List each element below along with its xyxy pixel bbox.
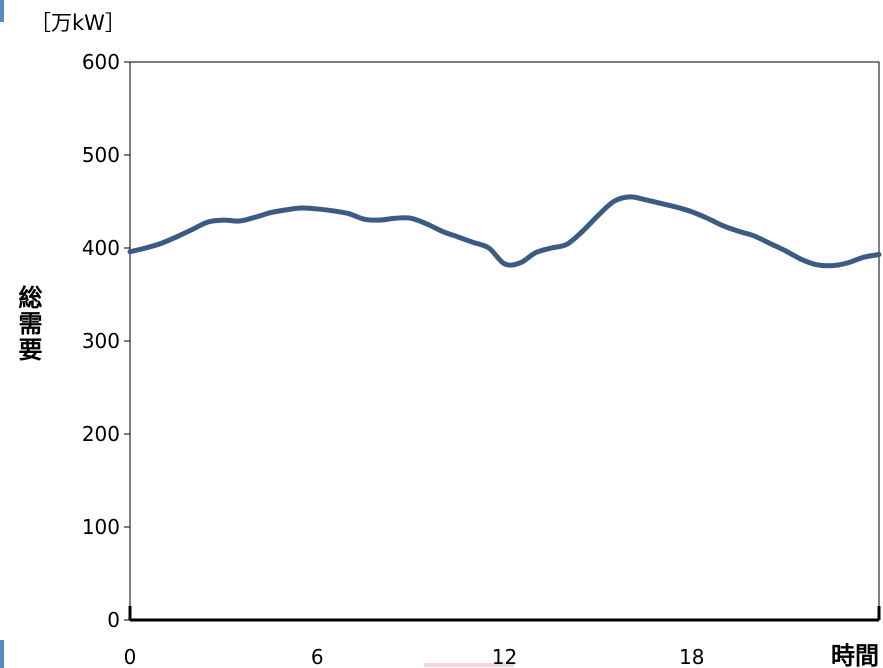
plot-area <box>129 61 880 621</box>
slide-edge-mark-footer <box>424 663 514 667</box>
series-line-0 <box>127 194 882 269</box>
y-tick-label: 400 <box>82 236 120 260</box>
x-tick-label: 12 <box>492 645 517 668</box>
x-tick-label: 0 <box>124 645 137 668</box>
unit-label: ［万kW］ <box>30 11 126 35</box>
y-axis-title: 総需要 <box>14 284 42 363</box>
x-axis-title: 時間 <box>831 642 879 668</box>
x-tick-label: 18 <box>679 645 704 668</box>
y-tick-label: 500 <box>82 143 120 167</box>
y-axis: 0 100 200 300 400 500 600 <box>82 50 130 632</box>
x-tick-label: 6 <box>311 645 324 668</box>
series-layer <box>127 194 882 269</box>
slide-edge-mark-bottom <box>0 640 4 668</box>
x-axis: 0 6 12 18 <box>124 606 881 668</box>
y-tick-label: 100 <box>82 515 120 539</box>
y-tick-label: 600 <box>82 50 120 74</box>
y-tick-label: 300 <box>82 329 120 353</box>
slide-edge-mark-top <box>0 0 4 22</box>
y-tick-label: 0 <box>107 608 120 632</box>
y-tick-label: 200 <box>82 422 120 446</box>
